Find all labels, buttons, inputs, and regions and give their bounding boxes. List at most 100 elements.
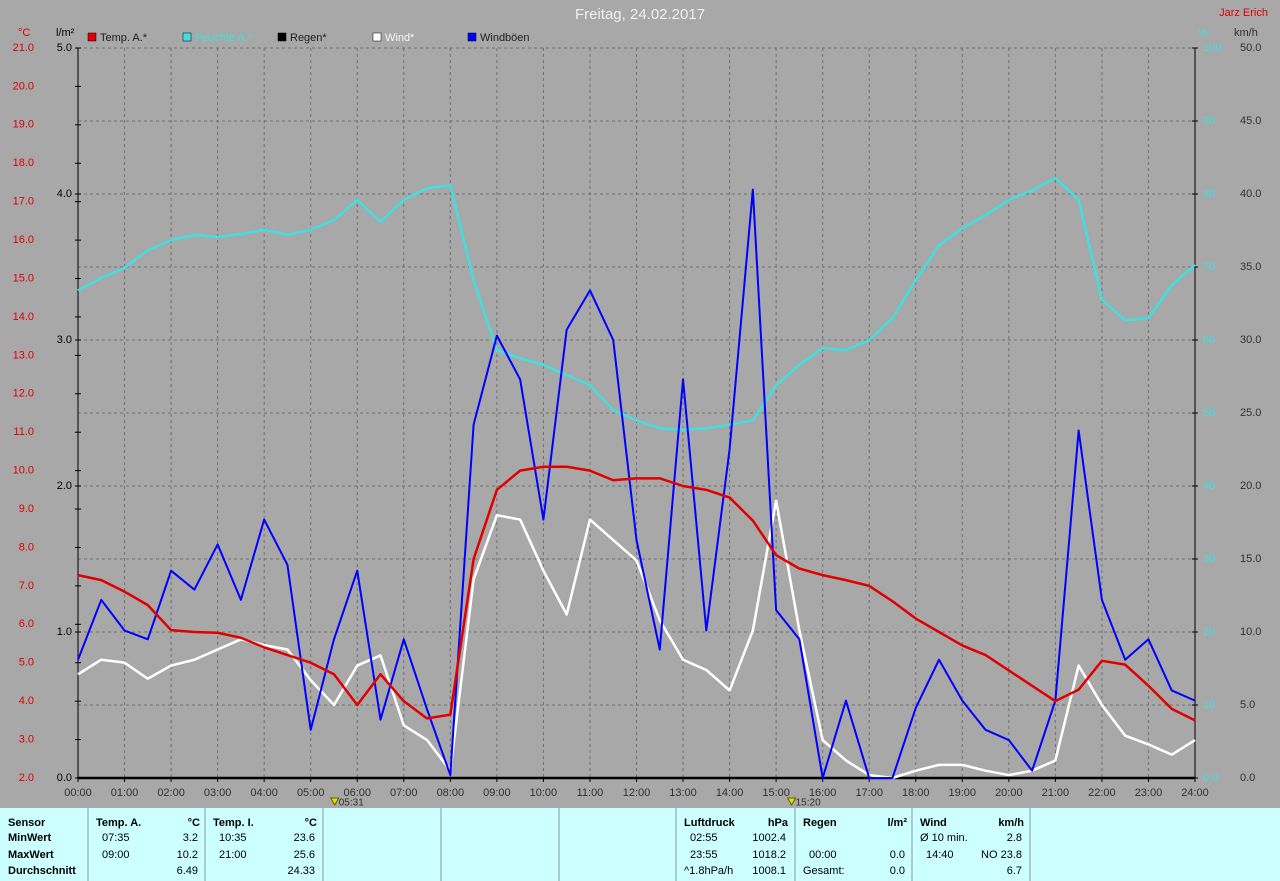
- y-tick-label: 3.0: [57, 334, 72, 346]
- y-tick-label: 8.0: [19, 541, 34, 553]
- cell-value: 2.8: [1007, 832, 1022, 844]
- legend-label: Regen*: [290, 32, 327, 44]
- axis-unit: °C: [18, 27, 30, 39]
- legend-label: Feuchte A.*: [195, 32, 253, 44]
- y-tick-label: 16.0: [13, 234, 34, 246]
- y-tick-label: 40.0: [1240, 188, 1261, 200]
- y-tick-label: 12.0: [13, 388, 34, 400]
- y-tick-label: 35.0: [1240, 261, 1261, 273]
- x-tick-label: 18:00: [902, 787, 930, 799]
- row-label: MinWert: [8, 832, 52, 844]
- x-tick-label: 07:00: [390, 787, 418, 799]
- y-tick-label: 20: [1203, 626, 1215, 638]
- y-tick-label: 21.0: [13, 42, 34, 54]
- series-line: [77, 188, 1196, 779]
- y-tick-label: 10: [1203, 699, 1215, 711]
- x-tick-label: 23:00: [1135, 787, 1163, 799]
- cell-value: 6.7: [1007, 865, 1022, 877]
- cell-value: 24.33: [287, 865, 315, 877]
- y-tick-label: 15.0: [1240, 553, 1261, 565]
- x-tick-label: 13:00: [669, 787, 697, 799]
- y-tick-label: 2.0: [57, 480, 72, 492]
- column-unit: km/h: [998, 817, 1024, 829]
- cell-value: NO 23.8: [981, 849, 1022, 861]
- cell-label: ^1.8hPa/h: [684, 865, 733, 877]
- row-label: MaxWert: [8, 849, 54, 861]
- cell-value: 23.6: [294, 832, 315, 844]
- row-label: Durchschnitt: [8, 865, 76, 877]
- cell-value: 1008.1: [752, 865, 786, 877]
- y-tick-label: 3.0: [19, 733, 34, 745]
- x-tick-label: 02:00: [157, 787, 185, 799]
- y-tick-label: 45.0: [1240, 115, 1261, 127]
- legend-label: Windböen: [480, 32, 530, 44]
- legend-swatch: [182, 32, 192, 42]
- sun-label: 05:31: [339, 798, 364, 809]
- y-tick-label: 25.0: [1240, 407, 1261, 419]
- y-tick-label: 30.0: [1240, 334, 1261, 346]
- x-tick-label: 21:00: [1042, 787, 1070, 799]
- x-tick-label: 09:00: [483, 787, 511, 799]
- cell-value: 1002.4: [752, 832, 786, 844]
- y-tick-label: 5.0: [57, 42, 72, 54]
- x-tick-label: 06:00: [343, 787, 371, 799]
- x-tick-label: 14:00: [716, 787, 744, 799]
- cell-value: 3.2: [183, 832, 198, 844]
- cell-label: 07:35: [102, 832, 130, 844]
- cell-value: 25.6: [294, 849, 315, 861]
- x-tick-label: 17:00: [855, 787, 883, 799]
- cell-label: Ø 10 min.: [920, 832, 968, 844]
- y-tick-label: 60: [1203, 334, 1215, 346]
- cell-label: 21:00: [219, 849, 247, 861]
- legend-label: Temp. A.*: [100, 32, 148, 44]
- x-tick-label: 15:00: [762, 787, 790, 799]
- y-tick-label: 11.0: [13, 426, 34, 438]
- legend-swatch: [277, 32, 287, 42]
- cell-label: 00:00: [809, 849, 837, 861]
- y-tick-label: 40: [1203, 480, 1215, 492]
- y-tick-label: 15.0: [13, 272, 34, 284]
- cell-label: 02:55: [690, 832, 718, 844]
- x-tick-label: 12:00: [623, 787, 651, 799]
- y-tick-label: 50.0: [1240, 42, 1261, 54]
- author: Jarz Erich: [1219, 7, 1268, 19]
- column-unit: °C: [188, 817, 200, 829]
- x-tick-label: 01:00: [111, 787, 139, 799]
- y-tick-label: 100: [1203, 42, 1221, 54]
- series-line: [77, 499, 1196, 780]
- cell-value: 6.49: [177, 865, 198, 877]
- x-tick-label: 03:00: [204, 787, 232, 799]
- x-tick-label: 04:00: [250, 787, 278, 799]
- series-line: [77, 176, 1196, 432]
- column-title: Regen: [803, 817, 837, 829]
- cell-label: 14:40: [926, 849, 954, 861]
- y-tick-label: 20.0: [13, 80, 34, 92]
- cell-label: 23:55: [690, 849, 718, 861]
- row-label: Sensor: [8, 817, 46, 829]
- y-tick-label: 4.0: [57, 188, 72, 200]
- y-tick-label: 10.0: [13, 465, 34, 477]
- cell-value: 0.0: [890, 849, 905, 861]
- y-tick-label: 18.0: [13, 157, 34, 169]
- x-tick-label: 16:00: [809, 787, 837, 799]
- cell-value: 10.2: [177, 849, 198, 861]
- x-tick-label: 08:00: [437, 787, 465, 799]
- column-title: Temp. A.: [96, 817, 141, 829]
- y-tick-label: 19.0: [13, 119, 34, 131]
- y-tick-label: 17.0: [13, 196, 34, 208]
- axis-unit: km/h: [1234, 27, 1258, 39]
- chart-title: Freitag, 24.02.2017: [575, 6, 705, 23]
- cell-label: 10:35: [219, 832, 247, 844]
- x-tick-label: 00:00: [64, 787, 92, 799]
- series-line: [77, 465, 1196, 722]
- y-tick-label: 70: [1203, 261, 1215, 273]
- table-background: [0, 808, 1280, 881]
- y-tick-label: 14.0: [13, 311, 34, 323]
- y-tick-label: 10.0: [1240, 626, 1261, 638]
- cell-value: 0.0: [890, 865, 905, 877]
- cell-label: 09:00: [102, 849, 130, 861]
- y-tick-label: 7.0: [19, 580, 34, 592]
